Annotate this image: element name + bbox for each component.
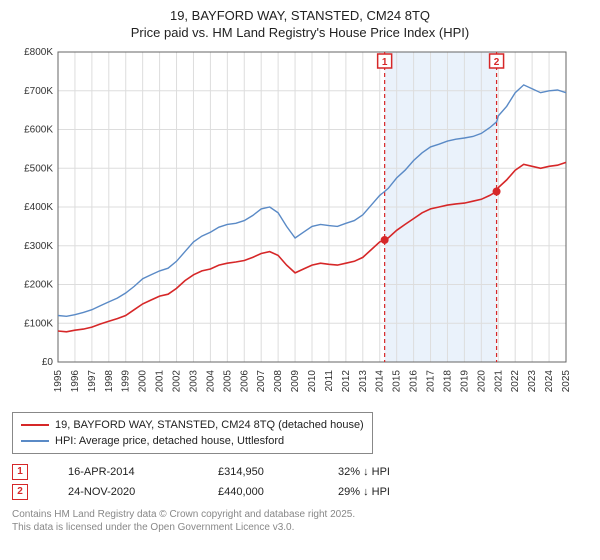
line-chart-svg: £0 £100K £200K £300K £400K £500K £600K £700K £80…	[12, 46, 572, 406]
sale-marker: 1	[12, 464, 28, 480]
sale-marker: 2	[12, 484, 28, 500]
svg-text:1995: 1995	[53, 370, 64, 393]
sales-table: 1 16-APR-2014 £314,950 32% ↓ HPI 2 24-NOV-202…	[12, 462, 588, 502]
sale-price: £440,000	[218, 486, 298, 498]
sale-delta: 32% ↓ HPI	[338, 466, 418, 478]
sale-date: 16-APR-2014	[68, 466, 178, 478]
svg-text:2006: 2006	[239, 370, 250, 393]
sale-row: 1 16-APR-2014 £314,950 32% ↓ HPI	[12, 462, 588, 482]
svg-text:£800K: £800K	[24, 47, 53, 58]
legend-swatch	[21, 440, 49, 442]
svg-text:2010: 2010	[307, 370, 318, 393]
legend-swatch	[21, 424, 49, 426]
svg-text:£100K: £100K	[24, 318, 53, 329]
svg-text:1: 1	[382, 57, 388, 68]
svg-text:1999: 1999	[121, 370, 132, 393]
chart-area: £0 £100K £200K £300K £400K £500K £600K £700K £80…	[12, 46, 588, 406]
sale-price: £314,950	[218, 466, 298, 478]
svg-text:2002: 2002	[172, 370, 183, 393]
svg-text:£200K: £200K	[24, 280, 53, 291]
svg-text:1997: 1997	[87, 370, 98, 393]
sale-row: 2 24-NOV-2020 £440,000 29% ↓ HPI	[12, 482, 588, 502]
svg-text:2019: 2019	[459, 370, 470, 393]
svg-text:2017: 2017	[426, 370, 437, 393]
svg-text:2011: 2011	[324, 370, 335, 392]
legend-label: HPI: Average price, detached house, Uttl…	[55, 435, 284, 447]
legend-row: HPI: Average price, detached house, Uttl…	[21, 433, 364, 449]
svg-text:2016: 2016	[409, 370, 420, 393]
svg-text:1998: 1998	[104, 370, 115, 393]
legend: 19, BAYFORD WAY, STANSTED, CM24 8TQ (det…	[12, 412, 373, 454]
legend-label: 19, BAYFORD WAY, STANSTED, CM24 8TQ (det…	[55, 419, 364, 431]
svg-text:2021: 2021	[493, 370, 504, 393]
legend-row: 19, BAYFORD WAY, STANSTED, CM24 8TQ (det…	[21, 417, 364, 433]
svg-text:2001: 2001	[155, 370, 166, 393]
svg-text:2013: 2013	[358, 370, 369, 393]
license-line-1: Contains HM Land Registry data © Crown c…	[12, 508, 588, 521]
svg-text:2012: 2012	[341, 370, 352, 393]
license-line-2: This data is licensed under the Open Gov…	[12, 521, 588, 534]
svg-text:2000: 2000	[138, 370, 149, 393]
svg-text:2015: 2015	[392, 370, 403, 393]
svg-text:2014: 2014	[375, 370, 386, 393]
svg-text:2025: 2025	[561, 370, 572, 393]
svg-text:£0: £0	[42, 357, 54, 368]
chart-title: 19, BAYFORD WAY, STANSTED, CM24 8TQ	[12, 8, 588, 23]
svg-text:£300K: £300K	[24, 241, 53, 252]
svg-text:2022: 2022	[510, 370, 521, 393]
sale-delta: 29% ↓ HPI	[338, 486, 418, 498]
svg-text:2018: 2018	[442, 370, 453, 393]
svg-text:2008: 2008	[273, 370, 284, 393]
svg-text:2020: 2020	[476, 370, 487, 393]
svg-text:2003: 2003	[188, 370, 199, 393]
svg-text:2005: 2005	[222, 370, 233, 393]
svg-text:2007: 2007	[256, 370, 267, 393]
svg-text:2: 2	[494, 57, 500, 68]
svg-text:£600K: £600K	[24, 125, 53, 136]
svg-text:2004: 2004	[205, 370, 216, 393]
license-text: Contains HM Land Registry data © Crown c…	[12, 508, 588, 534]
svg-text:£500K: £500K	[24, 163, 53, 174]
svg-text:2024: 2024	[544, 370, 555, 393]
chart-subtitle: Price paid vs. HM Land Registry's House …	[12, 25, 588, 40]
svg-text:£400K: £400K	[24, 202, 53, 213]
svg-text:2023: 2023	[527, 370, 538, 393]
svg-text:2009: 2009	[290, 370, 301, 393]
svg-text:1996: 1996	[70, 370, 81, 393]
svg-text:£700K: £700K	[24, 86, 53, 97]
chart-container: 19, BAYFORD WAY, STANSTED, CM24 8TQ Pric…	[0, 0, 600, 560]
sale-date: 24-NOV-2020	[68, 486, 178, 498]
